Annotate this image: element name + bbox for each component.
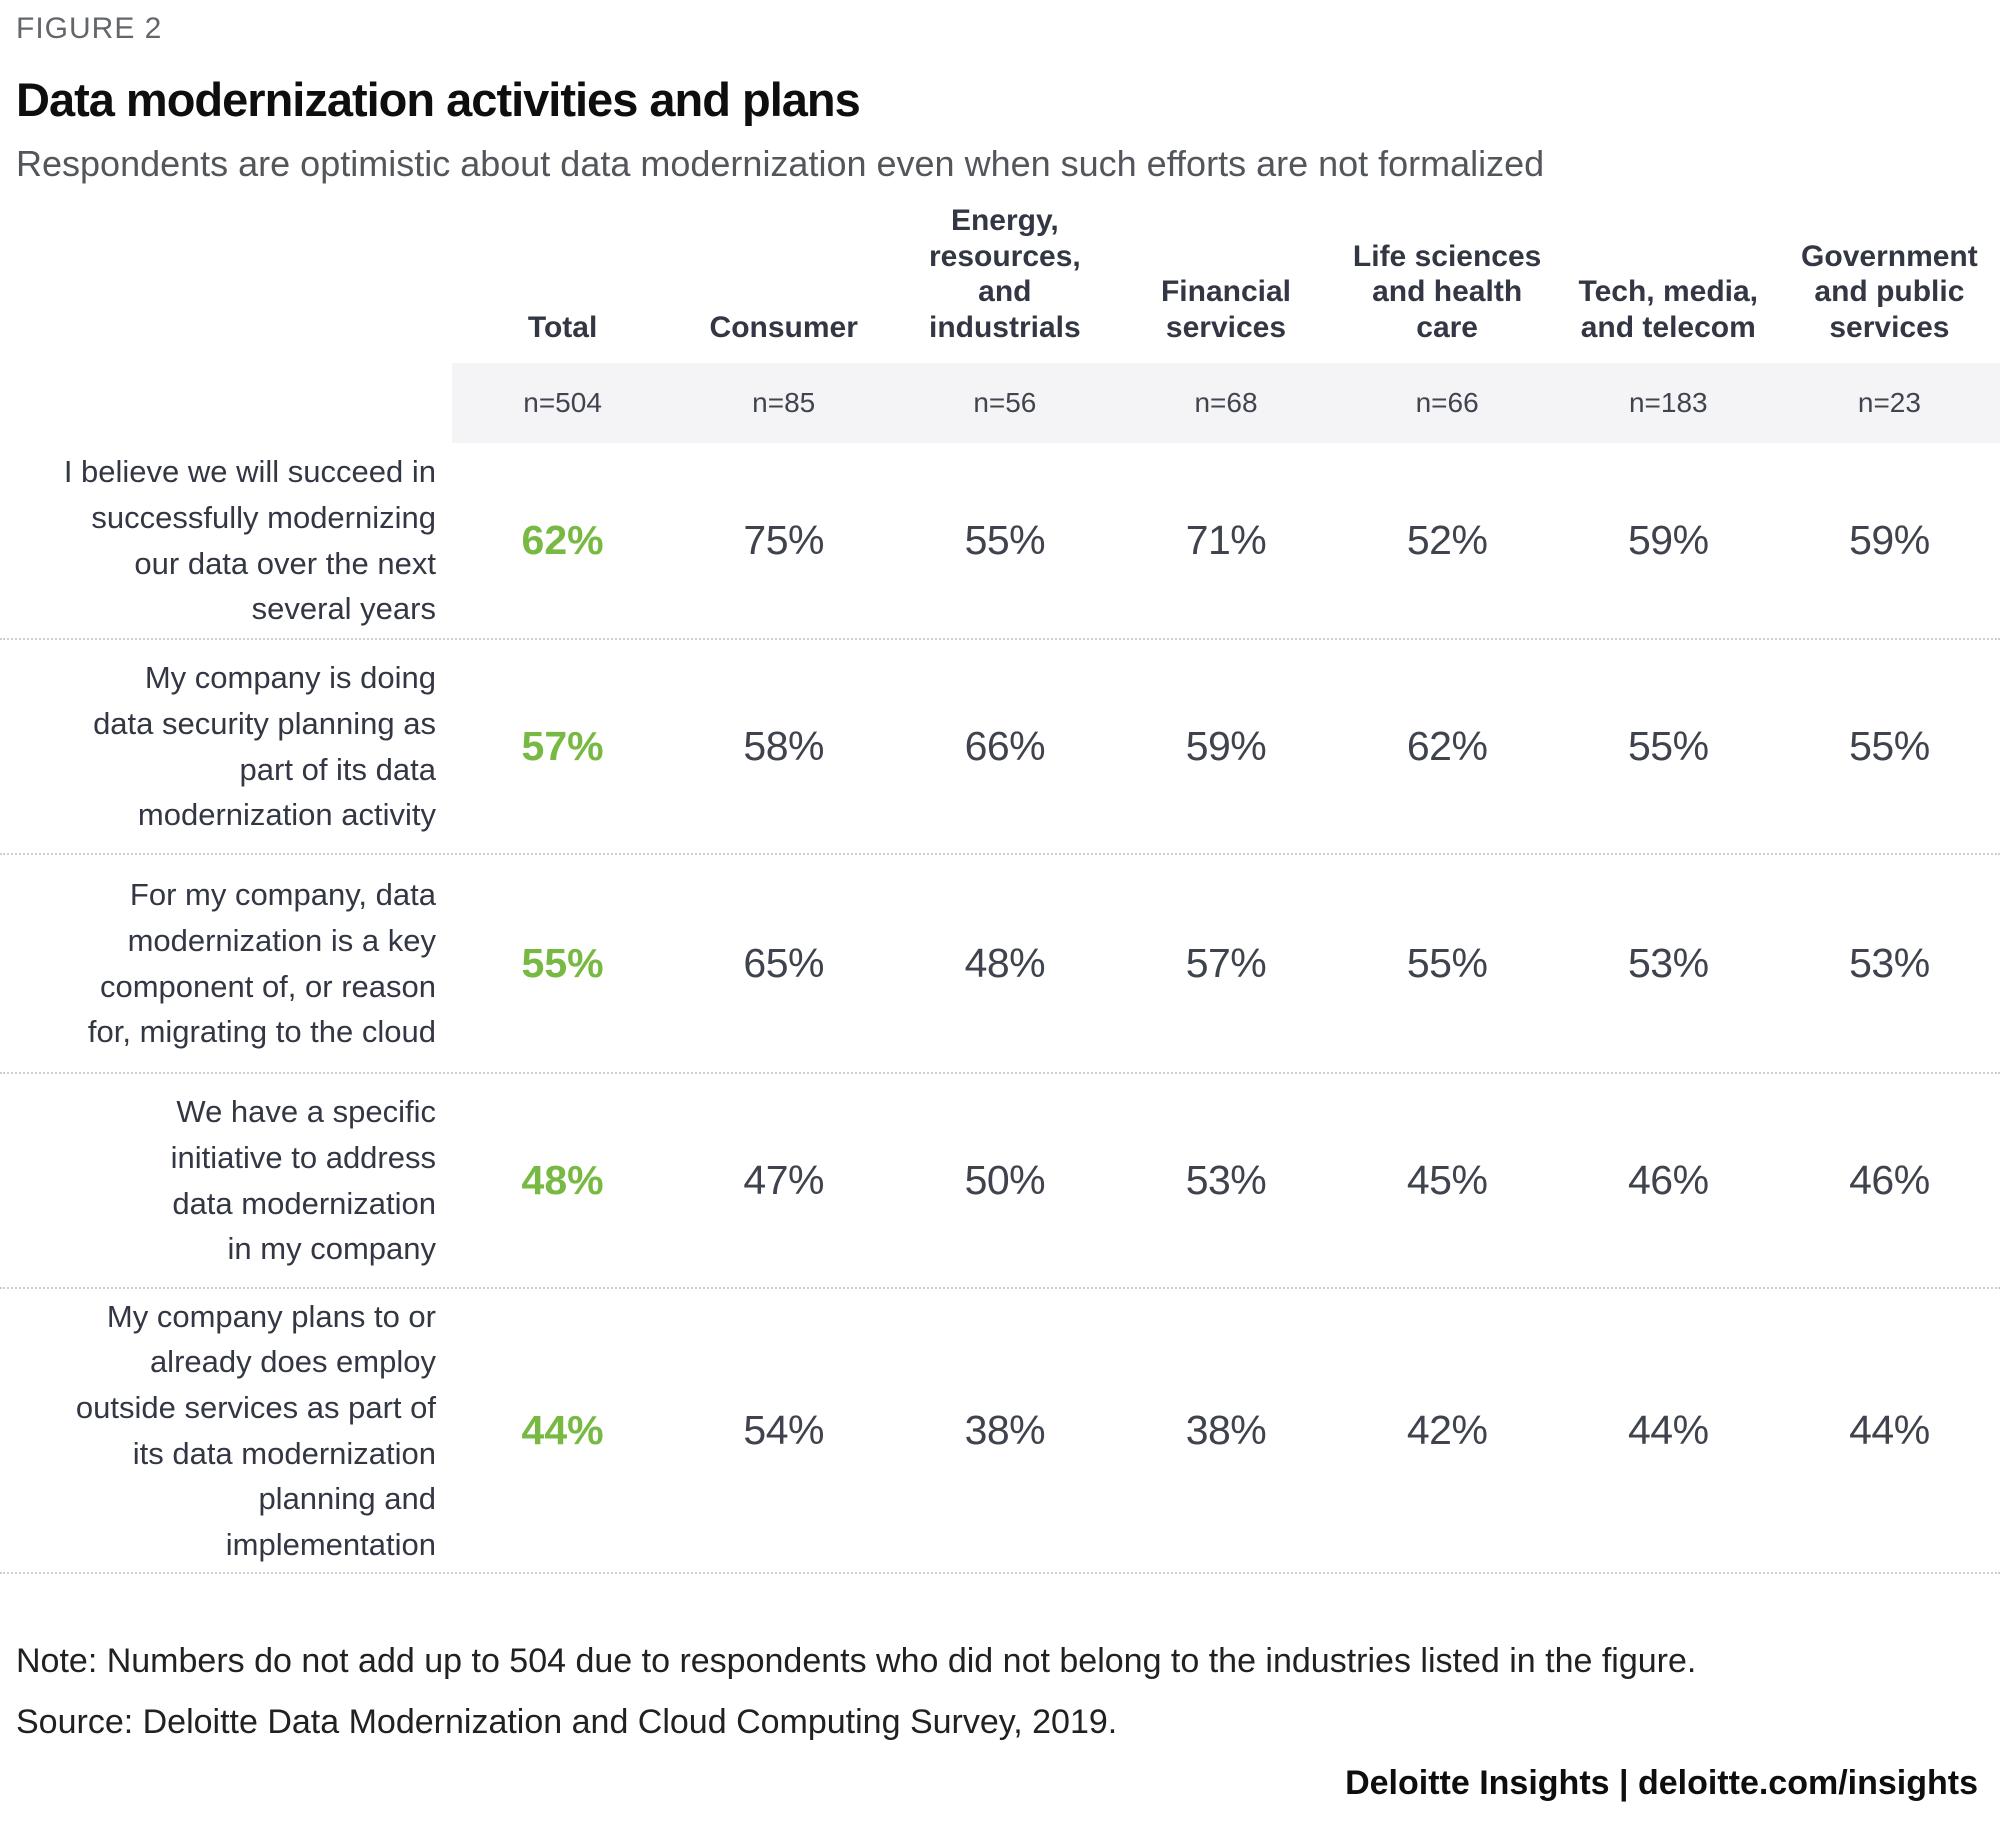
value-government: 44% [1849,1407,1930,1453]
sample-size-row: n=504 n=85 n=56 n=68 n=66 n=183 n=23 [0,363,2000,443]
value-total: 55% [521,940,604,986]
row-label: We have a specific initiative to address… [170,1094,436,1267]
value-government: 55% [1849,723,1930,769]
value-consumer: 75% [743,517,824,563]
table-row: We have a specific initiative to address… [0,1074,2000,1289]
value-tech-media: 55% [1627,723,1709,769]
value-energy: 66% [964,723,1046,769]
sample-size-total: n=504 [452,363,674,443]
value-tech-media: 53% [1627,940,1709,986]
value-financial: 38% [1185,1407,1267,1453]
value-energy: 38% [964,1407,1046,1453]
value-financial: 57% [1185,940,1267,986]
value-total: 57% [521,723,604,769]
row-label: I believe we will succeed in successfull… [63,454,436,627]
figure-number: FIGURE 2 [16,12,163,45]
value-energy: 55% [964,517,1046,563]
value-life-sciences: 55% [1406,940,1488,986]
value-total: 62% [521,517,604,563]
column-header-life-sciences: Life sciences and health care [1352,239,1542,344]
value-tech-media: 59% [1627,517,1709,563]
value-consumer: 54% [743,1407,824,1453]
value-total: 48% [521,1157,604,1203]
value-government: 46% [1849,1157,1930,1203]
value-financial: 59% [1185,723,1267,769]
sample-size-consumer: n=85 [673,363,895,443]
figure-subtitle: Respondents are optimistic about data mo… [16,143,1545,184]
table-row: My company is doing data security planni… [0,640,2000,855]
value-government: 53% [1849,940,1930,986]
table-row: My company plans to or already does empl… [0,1289,2000,1574]
value-consumer: 65% [743,940,824,986]
column-header-total: Total [527,310,598,344]
column-header-row: Total Consumer Energy, resources, and in… [0,191,2000,363]
value-energy: 48% [964,940,1046,986]
sample-size-energy: n=56 [894,363,1116,443]
table-row: I believe we will succeed in successfull… [0,443,2000,640]
column-header-government: Government and public services [1801,239,1978,344]
sample-size-government: n=23 [1778,363,2000,443]
source-text: Source: Deloitte Data Modernization and … [16,1703,1118,1741]
value-financial: 71% [1185,517,1267,563]
value-tech-media: 44% [1627,1407,1709,1453]
row-label: My company plans to or already does empl… [75,1298,436,1562]
column-header-tech-media: Tech, media, and telecom [1578,275,1759,344]
figure-title: Data modernization activities and plans [16,73,861,126]
value-government: 59% [1849,517,1930,563]
row-label: My company is doing data security planni… [93,660,436,833]
column-header-energy: Energy, resources, and industrials [928,204,1081,344]
figure-footer: Note: Numbers do not add up to 504 due t… [0,1636,2000,1803]
figure-header: FIGURE 2 Data modernization activities a… [0,12,2000,185]
value-life-sciences: 62% [1406,723,1488,769]
column-header-financial: Financial services [1160,275,1292,344]
value-total: 44% [521,1407,604,1453]
sample-size-life-sciences: n=66 [1336,363,1558,443]
sample-size-spacer [0,363,452,443]
value-consumer: 58% [743,723,824,769]
deloitte-insights-branding: Deloitte Insights | deloitte.com/insight… [1345,1764,1978,1802]
value-life-sciences: 42% [1406,1407,1488,1453]
table-row: For my company, data modernization is a … [0,855,2000,1074]
value-life-sciences: 45% [1406,1157,1488,1203]
value-life-sciences: 52% [1406,517,1488,563]
note-text: Note: Numbers do not add up to 504 due t… [16,1642,1697,1680]
column-header-consumer: Consumer [709,310,858,344]
sample-size-financial: n=68 [1115,363,1337,443]
value-energy: 50% [964,1157,1046,1203]
value-consumer: 47% [743,1157,824,1203]
row-label: For my company, data modernization is a … [87,877,436,1050]
value-financial: 53% [1185,1157,1267,1203]
sample-size-tech-media: n=183 [1557,363,1779,443]
value-tech-media: 46% [1627,1157,1709,1203]
